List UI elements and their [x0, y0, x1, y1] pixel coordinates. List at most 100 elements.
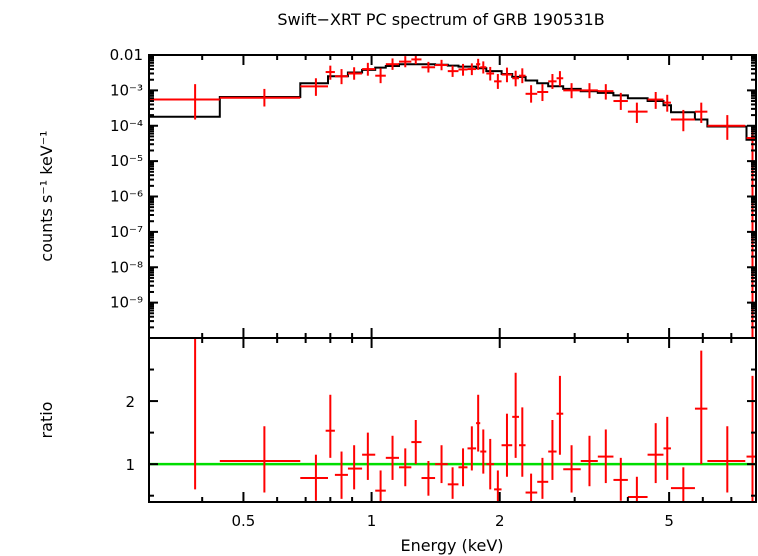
ratio-data-point: [537, 457, 549, 499]
spectrum-data-point: [362, 62, 376, 76]
ratio-data-point: [556, 375, 564, 455]
ratio-data-point: [580, 435, 598, 487]
spectrum-data-point: [385, 58, 400, 70]
ratio-data-point: [512, 372, 520, 458]
ratio-panel: 0.5 1 2 5 1 2: [125, 337, 757, 530]
ratio-y-axis-label: ratio: [37, 402, 56, 439]
spectrum-data-point: [501, 67, 513, 83]
ratio-data-point: [458, 448, 468, 487]
ratio-data-point: [411, 420, 422, 465]
x-tick-label: 0.5: [232, 512, 256, 530]
ratio-data-point: [494, 470, 502, 502]
spectrum-data-point: [347, 67, 363, 80]
ratio-data-point: [149, 337, 220, 490]
spectrum-data-point: [707, 115, 746, 140]
spectrum-data-point: [411, 55, 422, 65]
ratio-data-point: [670, 467, 695, 502]
ratio-marks: [149, 337, 756, 502]
spectrum-data-point: [563, 83, 581, 99]
ratio-data-point: [362, 432, 376, 480]
ratio-data-point: [334, 451, 348, 499]
ratio-data-point: [476, 394, 481, 452]
spectrum-data-point: [476, 58, 481, 70]
spectrum-data-point: [694, 102, 708, 123]
x-axis-label: Energy (keV): [400, 536, 503, 555]
ratio-data-point: [707, 426, 746, 493]
ratio-data-point: [399, 448, 412, 487]
spectrum-y-tick-label: 10⁻⁷: [110, 223, 143, 241]
ratio-data-point: [663, 416, 671, 480]
ratio-data-point: [597, 429, 614, 484]
ratio-data-point: [613, 457, 628, 501]
spectrum-data-point: [512, 70, 520, 87]
ratio-data-point: [300, 454, 328, 501]
spectrum-data-point: [447, 65, 459, 77]
spectrum-data-point: [494, 74, 502, 89]
ratio-data-point: [347, 445, 363, 490]
spectrum-data-point: [480, 61, 487, 74]
spectrum-data-point: [613, 92, 628, 110]
spectrum-data-point: [525, 85, 538, 103]
spectrum-data-point: [548, 74, 557, 89]
spectrum-panel: 0.01 10⁻³ 10⁻⁴ 10⁻⁵ 10⁻⁶ 10⁻⁷ 10⁻⁸ 10⁻⁹: [110, 46, 757, 339]
ratio-data-point: [548, 420, 557, 480]
spectrum-data-point: [537, 84, 549, 102]
spectrum-data-point: [300, 78, 328, 96]
ratio-frame: [148, 337, 757, 503]
ratio-data-point: [325, 394, 335, 458]
ratio-data-point: [746, 375, 756, 502]
spectrum-data-point: [399, 56, 412, 68]
spectrum-data-point: [627, 102, 648, 123]
spectrum-y-tick-label: 10⁻⁵: [110, 152, 143, 170]
ratio-data-point: [525, 473, 538, 502]
x-tick-label: 1: [367, 512, 377, 530]
ratio-data-point: [647, 423, 664, 484]
ratio-data-point: [501, 413, 513, 477]
spectrum-data-point: [467, 63, 477, 76]
spectrum-data-point: [435, 59, 448, 71]
x-tick-label: 2: [495, 512, 505, 530]
spectrum-y-tick-label: 10⁻⁸: [110, 258, 143, 276]
x-tick-label: 5: [664, 512, 674, 530]
spectrum-data-point: [647, 91, 664, 109]
ratio-y-tick-label: 2: [125, 393, 135, 411]
ratio-data-point: [447, 467, 459, 499]
spectrum-data-point: [556, 71, 564, 87]
ratio-data-point: [480, 429, 487, 474]
ratio-data-point: [563, 445, 581, 493]
spectrum-data-point: [375, 68, 386, 84]
ratio-y-tick-label: 1: [125, 456, 135, 474]
spectrum-y-tick-label: 10⁻⁶: [110, 188, 143, 206]
spectrum-y-tick-label: 10⁻³: [110, 81, 143, 99]
spectrum-data-point: [325, 65, 335, 80]
spectrum-data-point: [486, 66, 495, 81]
spectrum-data-point: [519, 68, 526, 84]
spectrum-y-tick-label: 10⁻⁹: [110, 294, 143, 312]
spectrum-data-point: [219, 88, 301, 107]
ratio-data-point: [421, 461, 436, 496]
ratio-data-point: [486, 438, 495, 490]
spectrum-data-point: [597, 84, 614, 100]
spectrum-y-tick-label: 10⁻⁴: [110, 117, 143, 135]
chart-title: Swift−XRT PC spectrum of GRB 190531B: [277, 10, 604, 29]
spectrum-data-point: [670, 109, 695, 132]
ratio-data-point: [519, 407, 526, 477]
spectrum-marks: [149, 55, 756, 338]
spectrum-data-point: [663, 94, 671, 112]
spectrum-y-axis-label: counts s⁻¹ keV⁻¹: [37, 130, 56, 261]
spectrum-data-point: [149, 84, 220, 120]
spectrum-data-point: [580, 83, 598, 99]
spectrum-data-point: [334, 69, 348, 85]
ratio-data-point: [627, 476, 648, 502]
ratio-data-point: [467, 426, 477, 471]
spectrum-y-tick-label: 0.01: [110, 46, 143, 64]
spectrum-y-ticks: 0.01 10⁻³ 10⁻⁴ 10⁻⁵ 10⁻⁶ 10⁻⁷ 10⁻⁸ 10⁻⁹: [110, 46, 757, 338]
ratio-data-point: [435, 445, 448, 484]
spectrum-data-point: [458, 63, 468, 76]
spectrum-data-point: [421, 61, 436, 73]
ratio-ticks: 0.5 1 2 5 1 2: [125, 338, 757, 530]
ratio-data-point: [375, 470, 386, 502]
ratio-data-point: [385, 435, 400, 480]
ratio-data-point: [694, 350, 708, 465]
